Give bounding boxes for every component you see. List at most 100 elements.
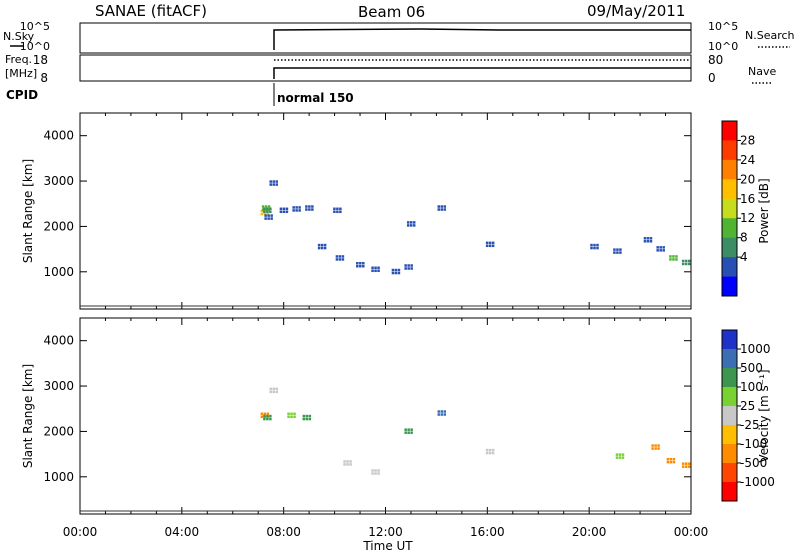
colorbar-swatch [722,330,737,350]
x-tick-label: 16:00 [470,525,505,539]
noise-tick-low-right: 10^0 [708,40,738,53]
data-point [269,180,278,186]
colorbar-swatch [722,179,737,200]
data-point [391,268,401,275]
data-point [292,206,301,212]
nsearch-label: N.Search [745,29,795,42]
nave-tick-high: 80 [708,53,723,67]
nave-label: Nave [748,65,776,78]
data-point [406,221,416,227]
data-point [305,205,314,211]
power-colorbar-label: Power [dB] [757,178,771,243]
data-point [437,205,447,211]
data-point [651,444,660,450]
data-point [485,448,495,455]
colorbar-tick-label: 8 [740,231,748,245]
colorbar-tick-label: 28 [740,133,755,147]
colorbar-swatch [722,257,737,277]
nsky-label: N.Sky [3,30,35,43]
colorbar-tick-label: 25 [740,399,755,413]
colorbar-swatch [722,140,737,161]
colorbar-swatch [722,444,737,464]
noise-tick-high-right: 10^5 [708,20,738,33]
data-point [681,462,691,468]
y-tick-label: 2000 [43,219,74,233]
nsky-trace [273,28,691,50]
data-point [656,246,665,252]
colorbar-swatch [722,159,737,180]
colorbar-tick-label: -1000 [740,475,775,489]
colorbar-swatch [722,276,737,297]
data-point [485,241,495,248]
y-tick-label: 4000 [43,334,74,348]
data-point [263,414,272,421]
x-tick-label: 04:00 [165,525,200,539]
power-panel-ylabel: Slant Range [km] [21,159,35,263]
colorbar-swatch [722,368,737,388]
data-point [371,469,380,475]
data-point [371,266,380,273]
cpid-label: CPID [6,88,38,102]
data-point [590,243,599,250]
freq-trace [273,67,691,79]
data-point [335,255,345,261]
data-point [404,428,413,434]
freq-unit-label: [MHz] [5,67,37,80]
colorbar-tick-label: 500 [740,361,763,375]
noise-tick-low-left: 10^0 [20,40,50,53]
y-tick-label: 1000 [43,470,74,484]
colorbar-tick-label: 16 [740,192,755,206]
velocity-panel: 1000 2000 3000 4000 Slant Range [km] [21,317,692,515]
beam-title: Beam 06 [358,3,425,21]
y-tick-label: 3000 [43,174,74,188]
noise-panel: N.Sky 10^5 10^0 10^5 10^0 N.Search [3,20,795,54]
power-colorbar: 28 24 20 16 12 8 4 [721,120,755,297]
colorbar-frame [721,120,738,297]
data-point [269,387,278,394]
colorbar-tick-label: 4 [740,250,748,264]
data-point [302,414,312,421]
colorbar-swatch [722,425,737,445]
freq-tick-low: 8 [40,71,48,85]
x-tick-label: 08:00 [266,525,301,539]
y-tick-label: 4000 [43,129,74,143]
data-point [615,453,625,459]
data-point [356,261,365,268]
colorbar-swatch [722,349,737,369]
station-title: SANAE (fitACF) [95,2,207,20]
velocity-colorbar: 1000 500 100 25 -25 -100 -500 -1000 [721,329,775,502]
date-title: 09/May/2011 [587,2,685,20]
velocity-panel-ylabel: Slant Range [km] [21,364,35,468]
colorbar-tick-label: -500 [740,456,767,470]
y-tick-label: 3000 [43,379,74,393]
power-panel: 1000 2000 3000 4000 Slant Range [km] [21,112,692,310]
freq-nave-panel: Freq. [MHz] 18 8 80 0 Nave [5,53,776,85]
colorbar-swatch [722,218,737,238]
colorbar-frame [721,329,738,502]
data-point [264,214,273,220]
data-point [643,237,653,243]
colorbar-tick-label: 1000 [740,342,771,356]
data-point [404,264,413,270]
x-axis-label: Time UT [362,539,413,553]
data-point [666,457,676,464]
colorbar-swatch [722,387,737,407]
x-tick-label: 12:00 [368,525,403,539]
colorbar-swatch [722,198,737,219]
data-point [681,259,691,266]
data-point [437,410,447,416]
data-point [317,243,327,250]
colorbar-tick-label: 20 [740,172,755,186]
colorbar-tick-label: -25 [740,418,760,432]
x-tick-label: 20:00 [572,525,607,539]
data-point [287,412,296,419]
freq-tick-high: 18 [33,53,48,67]
colorbar-swatch [722,121,737,141]
colorbar-tick-label: 100 [740,380,763,394]
data-point [613,248,622,254]
velocity-colorbar-label: Velocity [m s⁻¹] [757,369,771,462]
colorbar-tick-label: 24 [740,153,755,167]
data-point [333,207,342,214]
data-point [279,207,289,214]
